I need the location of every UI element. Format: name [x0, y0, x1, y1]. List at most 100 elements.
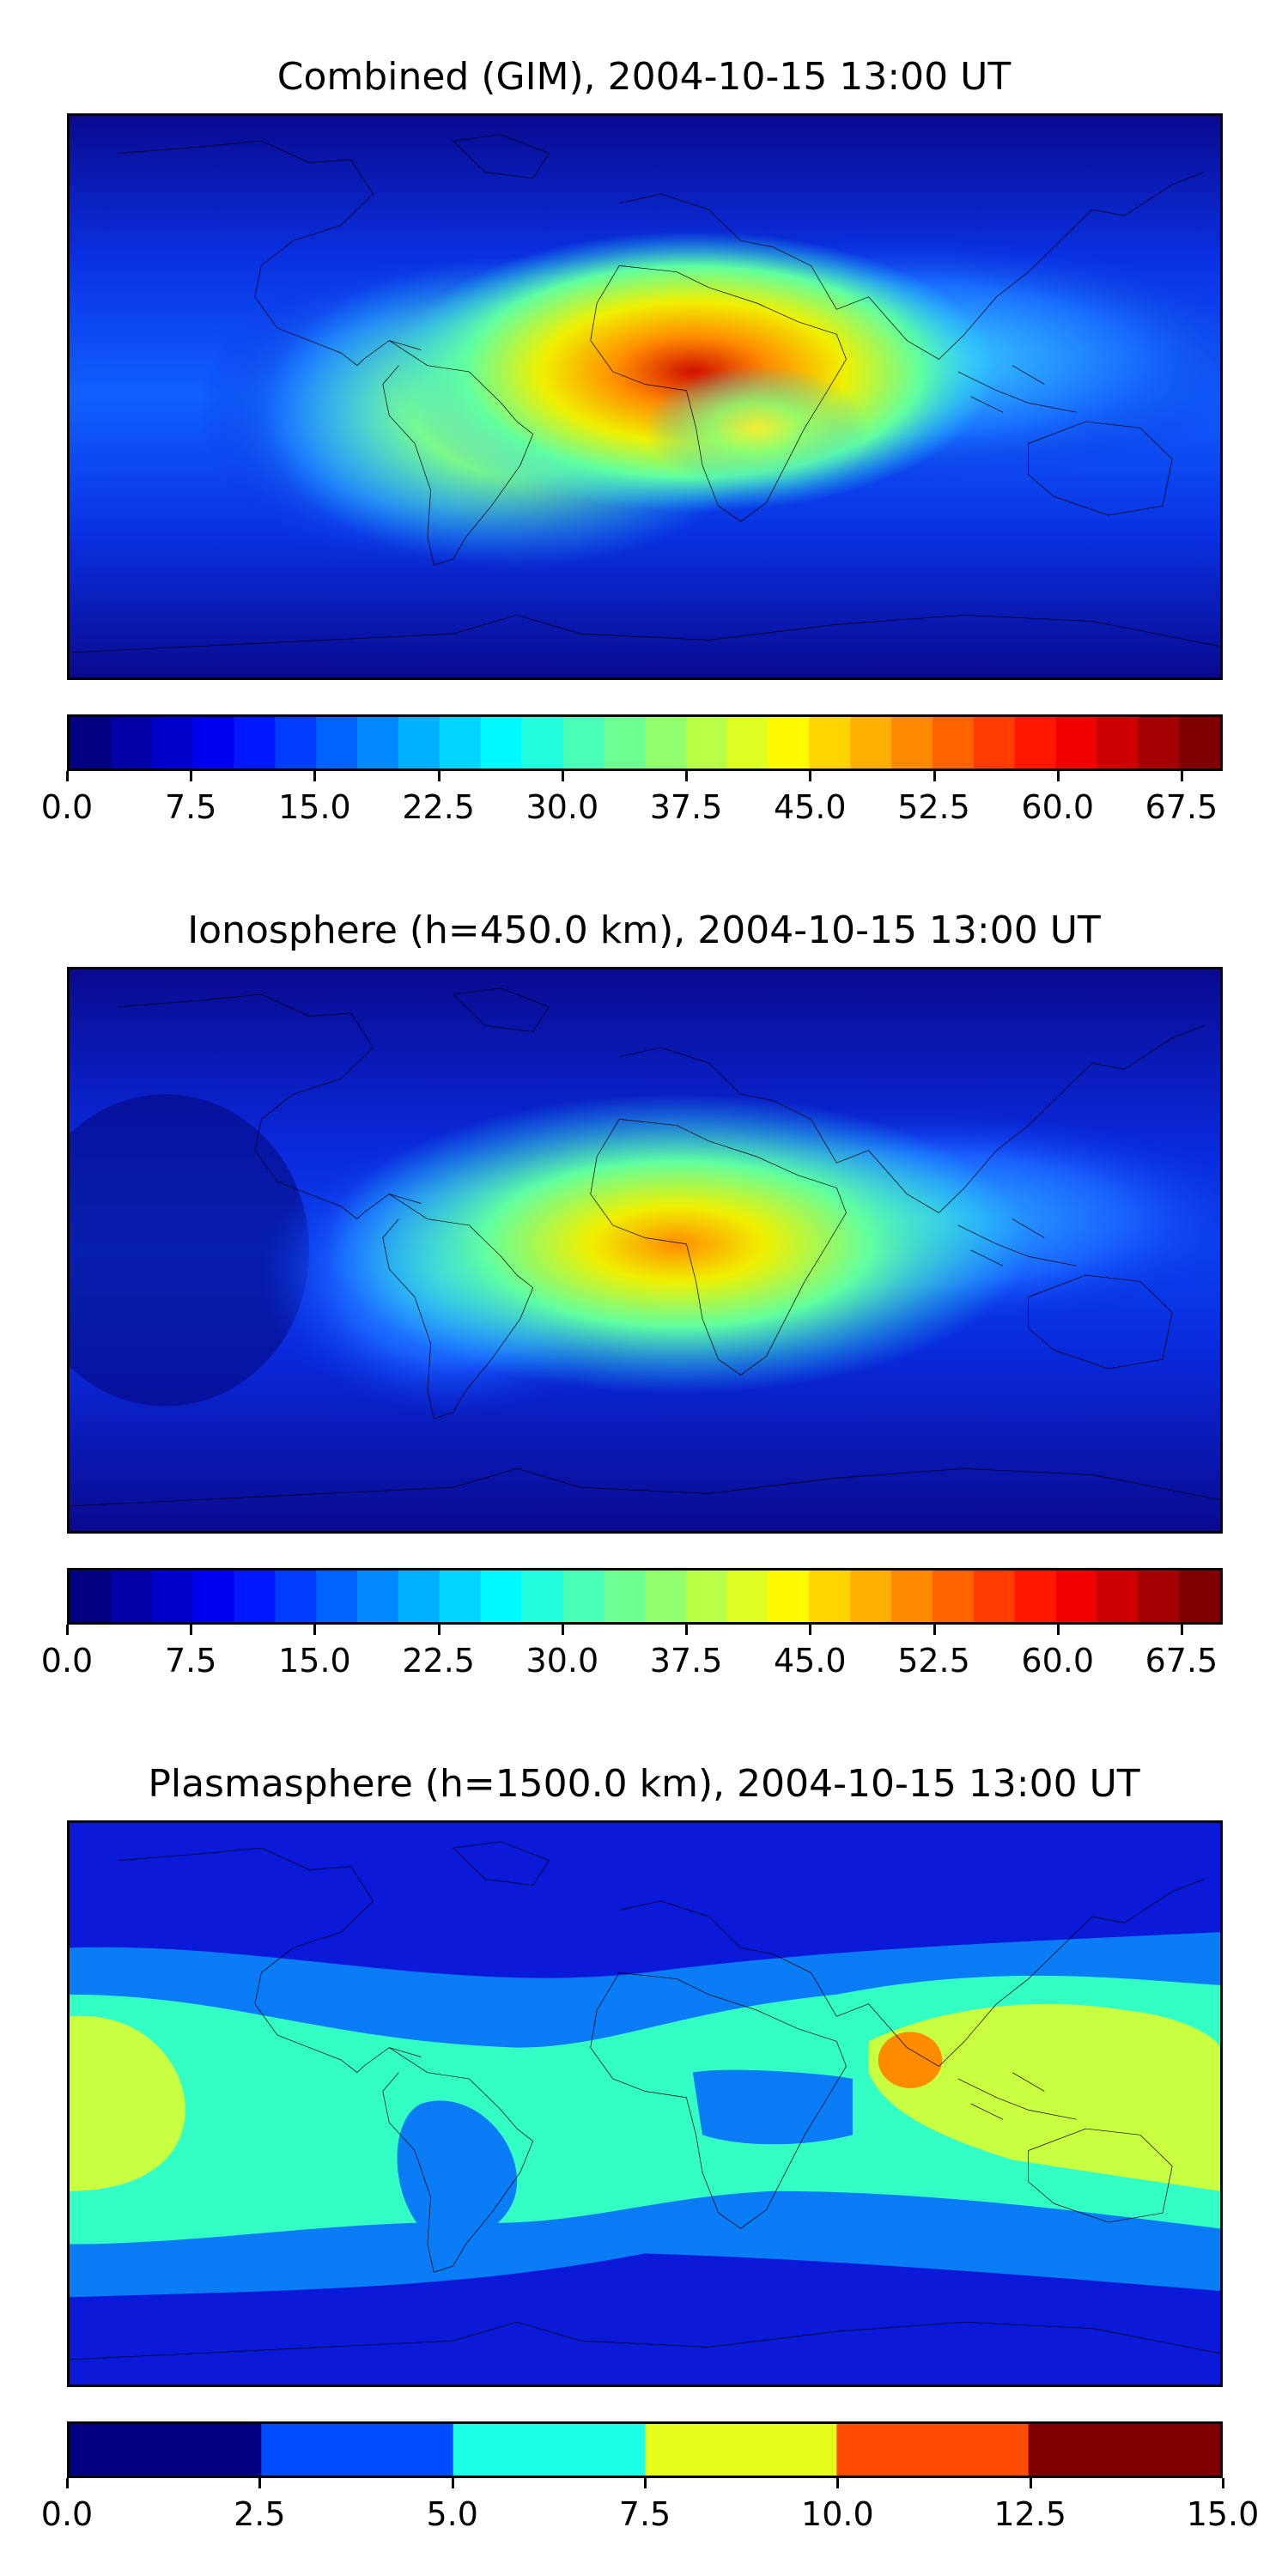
colorbar-level — [1097, 1571, 1139, 1622]
colorbar-level — [809, 717, 852, 769]
colorbar-level — [521, 717, 564, 769]
colorbar-tick-label: 60.0 — [1021, 788, 1095, 826]
colorbar-tick-label: 67.5 — [1145, 788, 1218, 826]
colorbar-tick — [933, 1625, 936, 1635]
colorbar-level — [685, 717, 728, 769]
colorbar-level — [480, 1571, 523, 1622]
colorbar-level — [562, 1571, 605, 1622]
colorbar-level — [836, 2424, 1033, 2476]
colorbar-level — [604, 1571, 646, 1622]
colorbar-tick-label: 15.0 — [1186, 2495, 1260, 2533]
coastlines — [70, 135, 1220, 653]
colorbar-svg-plasmasphere — [70, 2424, 1220, 2476]
colorbar-tick-label: 7.5 — [618, 2495, 671, 2533]
chart-title-combined: Combined (GIM), 2004-10-15 13:00 UT — [276, 55, 1012, 99]
colorbar-tick — [451, 2478, 454, 2488]
colorbar-ionosphere — [67, 1568, 1223, 1625]
chart-title-plasmasphere: Plasmasphere (h=1500.0 km), 2004-10-15 1… — [148, 1762, 1140, 1806]
map-combined — [67, 113, 1223, 680]
colorbar-level — [261, 2424, 458, 2476]
colorbar-level — [768, 717, 811, 769]
colorbar-plasmasphere — [67, 2421, 1223, 2478]
colorbar-tick — [561, 771, 564, 781]
colorbar-level — [357, 1571, 399, 1622]
colorbar-level — [891, 1571, 933, 1622]
colorbar-tick-label: 30.0 — [526, 788, 599, 826]
colorbar-level — [234, 1571, 276, 1622]
colorbar-level — [316, 1571, 358, 1622]
colorbar-tick — [437, 771, 440, 781]
colorbar-level — [275, 717, 318, 769]
colorbar-level — [891, 717, 933, 769]
colorbar-level — [1028, 2424, 1220, 2476]
colorbar-tick — [190, 1625, 193, 1635]
colorbar-level — [357, 717, 399, 769]
colorbar-tick — [190, 771, 193, 781]
colorbar-tick — [1180, 1625, 1183, 1635]
colorbar-level — [809, 1571, 852, 1622]
colorbar-ticks-ionosphere: 0.0 7.5 15.0 22.5 30.0 37.5 45.0 52.5 60.0 67.5 — [41, 1625, 1223, 1680]
colorbar-tick-label: 15.0 — [278, 788, 351, 826]
colorbar-tick — [66, 771, 69, 781]
colorbar-level — [521, 1571, 564, 1622]
map-svg-plasmasphere — [70, 1823, 1220, 2385]
colorbar-level — [110, 1571, 153, 1622]
colorbar-tick — [561, 1625, 564, 1635]
colorbar-level — [439, 1571, 482, 1622]
colorbar-level — [685, 1571, 728, 1622]
colorbar-tick-label: 37.5 — [649, 788, 723, 826]
colorbar-tick — [933, 771, 936, 781]
colorbar-level — [275, 1571, 318, 1622]
colorbar-level — [1097, 717, 1139, 769]
colorbar-level — [398, 1571, 440, 1622]
colorbar-level — [973, 1571, 1016, 1622]
colorbar-tick-label: 0.0 — [40, 2495, 94, 2533]
colorbar-level — [850, 1571, 893, 1622]
colorbar-tick — [685, 771, 689, 781]
colorbar-tick-label: 45.0 — [773, 788, 847, 826]
colorbar-level — [645, 2424, 841, 2476]
colorbar-level — [480, 717, 523, 769]
colorbar-tick — [66, 2478, 69, 2488]
colorbar-level — [151, 1571, 194, 1622]
colorbar-level — [1138, 1571, 1181, 1622]
colorbar-level — [1179, 717, 1220, 769]
colorbar-tick — [313, 771, 317, 781]
colorbar-tick-label: 7.5 — [164, 788, 217, 826]
colorbar-ticks-combined: 0.0 7.5 15.0 22.5 30.0 37.5 45.0 52.5 60.0 67.5 — [41, 771, 1223, 826]
colorbar-level — [1138, 717, 1181, 769]
colorbar-tick-label: 7.5 — [164, 1642, 217, 1680]
colorbar-level — [604, 717, 646, 769]
colorbar-tick-label: 5.0 — [426, 2495, 478, 2533]
colorbar-level — [933, 1571, 975, 1622]
colorbar-tick-label: 0.0 — [40, 1642, 94, 1680]
colorbar-ticks-plasmasphere: 0.0 2.5 5.0 7.5 10.0 12.5 15.0 — [41, 2478, 1259, 2533]
colorbar-tick — [809, 771, 812, 781]
colorbar-level — [1055, 717, 1098, 769]
colorbar-level — [453, 2424, 649, 2476]
colorbar-tick — [644, 2478, 647, 2488]
colorbar-level — [234, 717, 276, 769]
map-svg-combined — [70, 116, 1220, 677]
colorbar-level — [192, 1571, 235, 1622]
colorbar-level — [70, 717, 112, 769]
chart-title-ionosphere: Ionosphere (h=450.0 km), 2004-10-15 13:0… — [187, 908, 1101, 952]
colorbar-tick — [66, 1625, 69, 1635]
colorbar-level — [110, 717, 153, 769]
colorbar-tick-label: 67.5 — [1145, 1642, 1218, 1680]
colorbar-tick — [685, 1625, 689, 1635]
colorbar-level — [973, 717, 1016, 769]
colorbar-tick-label: 22.5 — [402, 788, 475, 826]
colorbar-tick-label: 0.0 — [40, 788, 94, 826]
colorbar-tick — [1056, 1625, 1060, 1635]
colorbar-level — [1014, 717, 1057, 769]
colorbar-level — [933, 717, 975, 769]
colorbar-level — [1055, 1571, 1098, 1622]
colorbar-tick-label: 60.0 — [1021, 1642, 1095, 1680]
colorbar-tick — [1056, 771, 1060, 781]
colorbar-tick-label: 15.0 — [278, 1642, 351, 1680]
colorbar-level — [562, 717, 605, 769]
colorbar-level — [316, 717, 358, 769]
colorbar-tick-label: 30.0 — [526, 1642, 599, 1680]
colorbar-tick — [836, 2478, 840, 2488]
